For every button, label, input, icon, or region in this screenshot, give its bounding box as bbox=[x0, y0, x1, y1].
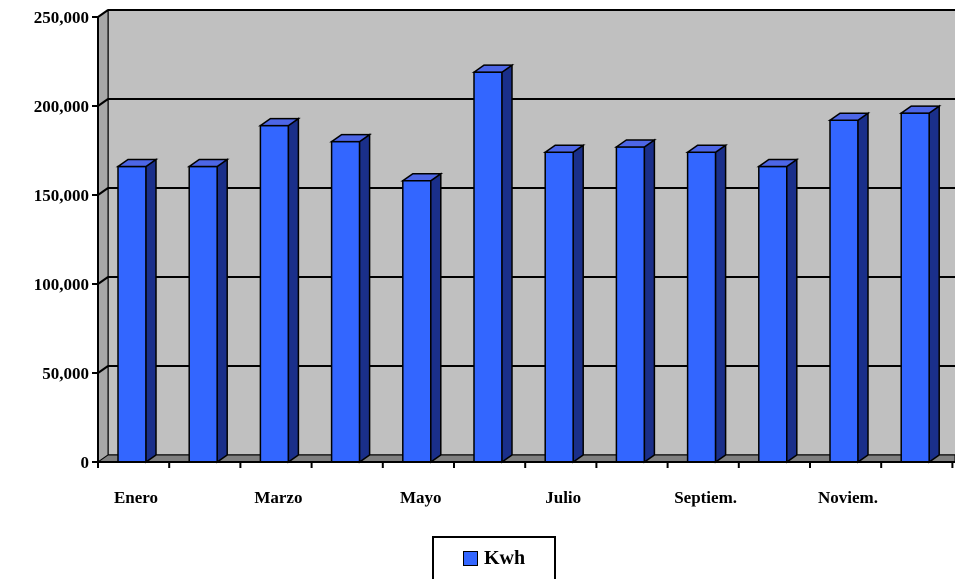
bar-side bbox=[358, 133, 371, 464]
gridline-side bbox=[97, 276, 109, 285]
bar-side bbox=[430, 172, 442, 464]
bar-group bbox=[329, 133, 372, 464]
bar-side bbox=[572, 143, 584, 464]
bar-top bbox=[258, 117, 301, 127]
y-tick-labels: 0 50,000 100,000 150,000 200,000 250,000 bbox=[34, 8, 89, 472]
y-tick-label: 150,000 bbox=[34, 186, 89, 205]
y-tick-label: 50,000 bbox=[42, 364, 89, 383]
plot-area bbox=[96, 9, 955, 463]
bar-series bbox=[115, 63, 942, 464]
bar-group bbox=[186, 158, 230, 464]
bar-top bbox=[471, 64, 515, 73]
bar-group bbox=[898, 104, 942, 464]
bar bbox=[188, 165, 218, 463]
gridline-side bbox=[97, 365, 109, 374]
bar-group bbox=[471, 63, 515, 464]
bar-side bbox=[714, 143, 727, 464]
gridline-side bbox=[97, 98, 109, 107]
back-wall bbox=[107, 9, 955, 456]
bar-group bbox=[685, 143, 728, 464]
bar-side bbox=[287, 117, 300, 464]
bar-top bbox=[115, 158, 159, 168]
legend: Kwh bbox=[432, 536, 556, 579]
x-tick-label: Noviem. bbox=[818, 488, 878, 507]
bar-top bbox=[614, 139, 657, 148]
bar-side bbox=[501, 63, 513, 464]
bar-top bbox=[400, 173, 444, 182]
bar-group bbox=[614, 138, 657, 464]
bar-top bbox=[898, 105, 942, 114]
y-tick-label: 100,000 bbox=[34, 275, 89, 294]
bar-top bbox=[827, 112, 871, 121]
legend-swatch bbox=[462, 551, 478, 566]
bar bbox=[330, 140, 361, 463]
bar-top bbox=[186, 158, 230, 168]
x-tick-label: Julio bbox=[545, 488, 581, 507]
y-tick-label: 0 bbox=[81, 453, 90, 472]
bar bbox=[259, 124, 290, 463]
bar-top bbox=[329, 133, 372, 143]
x-tick-label: Septiem. bbox=[674, 488, 737, 507]
bar-group bbox=[258, 117, 301, 464]
bar-group bbox=[400, 172, 444, 464]
bar bbox=[117, 165, 147, 463]
bar bbox=[900, 112, 930, 463]
bar bbox=[402, 180, 432, 463]
bar-top bbox=[756, 158, 800, 168]
bar-side bbox=[643, 138, 656, 464]
gridlines bbox=[97, 9, 955, 374]
x-tick-labels: Enero Marzo Mayo Julio Septiem. Noviem. bbox=[114, 488, 878, 507]
bar-top bbox=[685, 144, 728, 154]
bar bbox=[544, 151, 574, 463]
bar-group bbox=[115, 158, 159, 464]
bar-side bbox=[786, 158, 798, 464]
gridline-side bbox=[97, 9, 109, 18]
bar bbox=[758, 165, 788, 463]
bar-side bbox=[928, 104, 940, 464]
bar bbox=[615, 146, 646, 463]
bar bbox=[829, 119, 859, 463]
y-tick-label: 200,000 bbox=[34, 97, 89, 116]
y-tick-label: 250,000 bbox=[34, 8, 89, 27]
side-wall bbox=[97, 9, 109, 463]
bar bbox=[686, 151, 717, 463]
bar-side bbox=[216, 158, 228, 464]
gridline-side bbox=[97, 187, 109, 196]
axes bbox=[92, 16, 955, 468]
bar-group bbox=[542, 143, 586, 464]
bar-side bbox=[145, 158, 157, 464]
bar-side bbox=[857, 111, 869, 464]
x-tick-label: Enero bbox=[114, 488, 158, 507]
bar-top bbox=[542, 144, 586, 154]
bar bbox=[473, 71, 503, 463]
bar-group bbox=[756, 158, 800, 464]
bar-group bbox=[827, 111, 871, 464]
legend-label: Kwh bbox=[483, 547, 526, 569]
x-tick-label: Mayo bbox=[400, 488, 442, 507]
x-tick-label: Marzo bbox=[254, 488, 302, 507]
